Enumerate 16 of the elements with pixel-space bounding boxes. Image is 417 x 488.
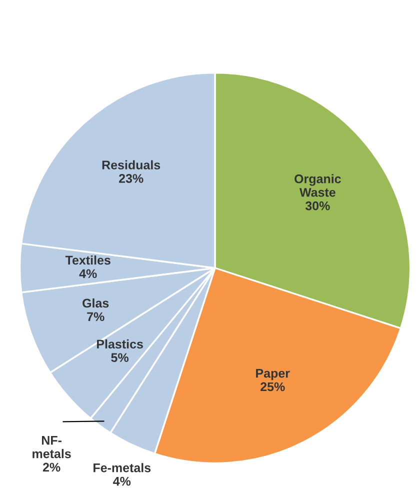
- slice-label: NF-metals: [32, 436, 71, 458]
- data-label: 4%: [113, 476, 131, 486]
- data-label: 25%: [260, 382, 285, 392]
- slice-label: Glas: [82, 298, 109, 308]
- data-label: 2%: [42, 462, 60, 472]
- data-label: 30%: [305, 201, 330, 210]
- slice-label: Fe-metals: [94, 463, 151, 472]
- slice-label: Paper: [256, 368, 290, 380]
- data-label: 5%: [111, 353, 129, 362]
- data-label: 23%: [119, 174, 144, 183]
- slice-label: Plastics: [97, 339, 143, 349]
- slice-label: Organic Waste: [294, 174, 341, 197]
- slice-label: Residuals: [102, 160, 160, 170]
- data-label: 4%: [79, 269, 97, 278]
- data-label: 7%: [87, 312, 104, 322]
- slice-label: Textiles: [65, 255, 110, 265]
